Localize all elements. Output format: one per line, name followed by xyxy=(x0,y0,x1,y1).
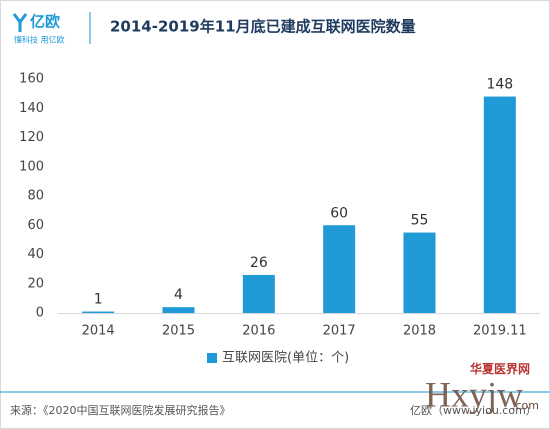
y-tick-label: 80 xyxy=(27,189,44,204)
y-tick-label: 60 xyxy=(27,218,44,233)
logo-name: 亿欧 xyxy=(30,13,60,31)
y-tick-label: 160 xyxy=(19,72,44,87)
logo-slogan: 懂科技 用亿欧 xyxy=(14,35,65,45)
y-tick-label: 20 xyxy=(27,276,44,291)
value-label: 4 xyxy=(174,287,183,303)
x-tick-label: 2017 xyxy=(323,324,356,339)
chart-title: 2014-2019年11月底已建成互联网医院数量 xyxy=(110,18,416,36)
value-label: 148 xyxy=(486,77,513,93)
value-label: 55 xyxy=(411,213,429,229)
bar xyxy=(162,307,195,313)
watermark-domain: .com xyxy=(512,399,539,412)
y-tick-label: 140 xyxy=(19,101,44,116)
legend-swatch xyxy=(207,353,217,363)
y-tick-label: 0 xyxy=(36,306,44,321)
x-tick-label: 2018 xyxy=(403,324,436,339)
logo-icon xyxy=(12,13,28,32)
bar xyxy=(323,225,356,313)
bar xyxy=(82,311,115,313)
y-tick-label: 120 xyxy=(19,130,44,145)
legend-label: 互联网医院(单位：个) xyxy=(222,351,349,366)
bar xyxy=(242,274,275,313)
credit: 亿欧（www.iyiou.com） xyxy=(410,404,537,417)
x-tick-label: 2016 xyxy=(242,324,275,339)
x-tick-label: 2019.11 xyxy=(473,324,527,339)
watermark-en: Hxyjw xyxy=(425,374,523,414)
bar xyxy=(483,96,516,313)
value-label: 26 xyxy=(250,255,268,271)
y-tick-label: 100 xyxy=(19,159,44,174)
source: 来源：《2020中国互联网医院发展研究报告》 xyxy=(10,403,231,417)
watermark-cn: 华夏医界网 xyxy=(470,361,530,376)
x-tick-label: 2014 xyxy=(82,324,115,339)
value-label: 60 xyxy=(330,205,348,221)
x-tick-label: 2015 xyxy=(162,324,195,339)
value-label: 1 xyxy=(94,292,103,308)
y-tick-label: 40 xyxy=(27,247,44,262)
bar xyxy=(403,232,436,313)
